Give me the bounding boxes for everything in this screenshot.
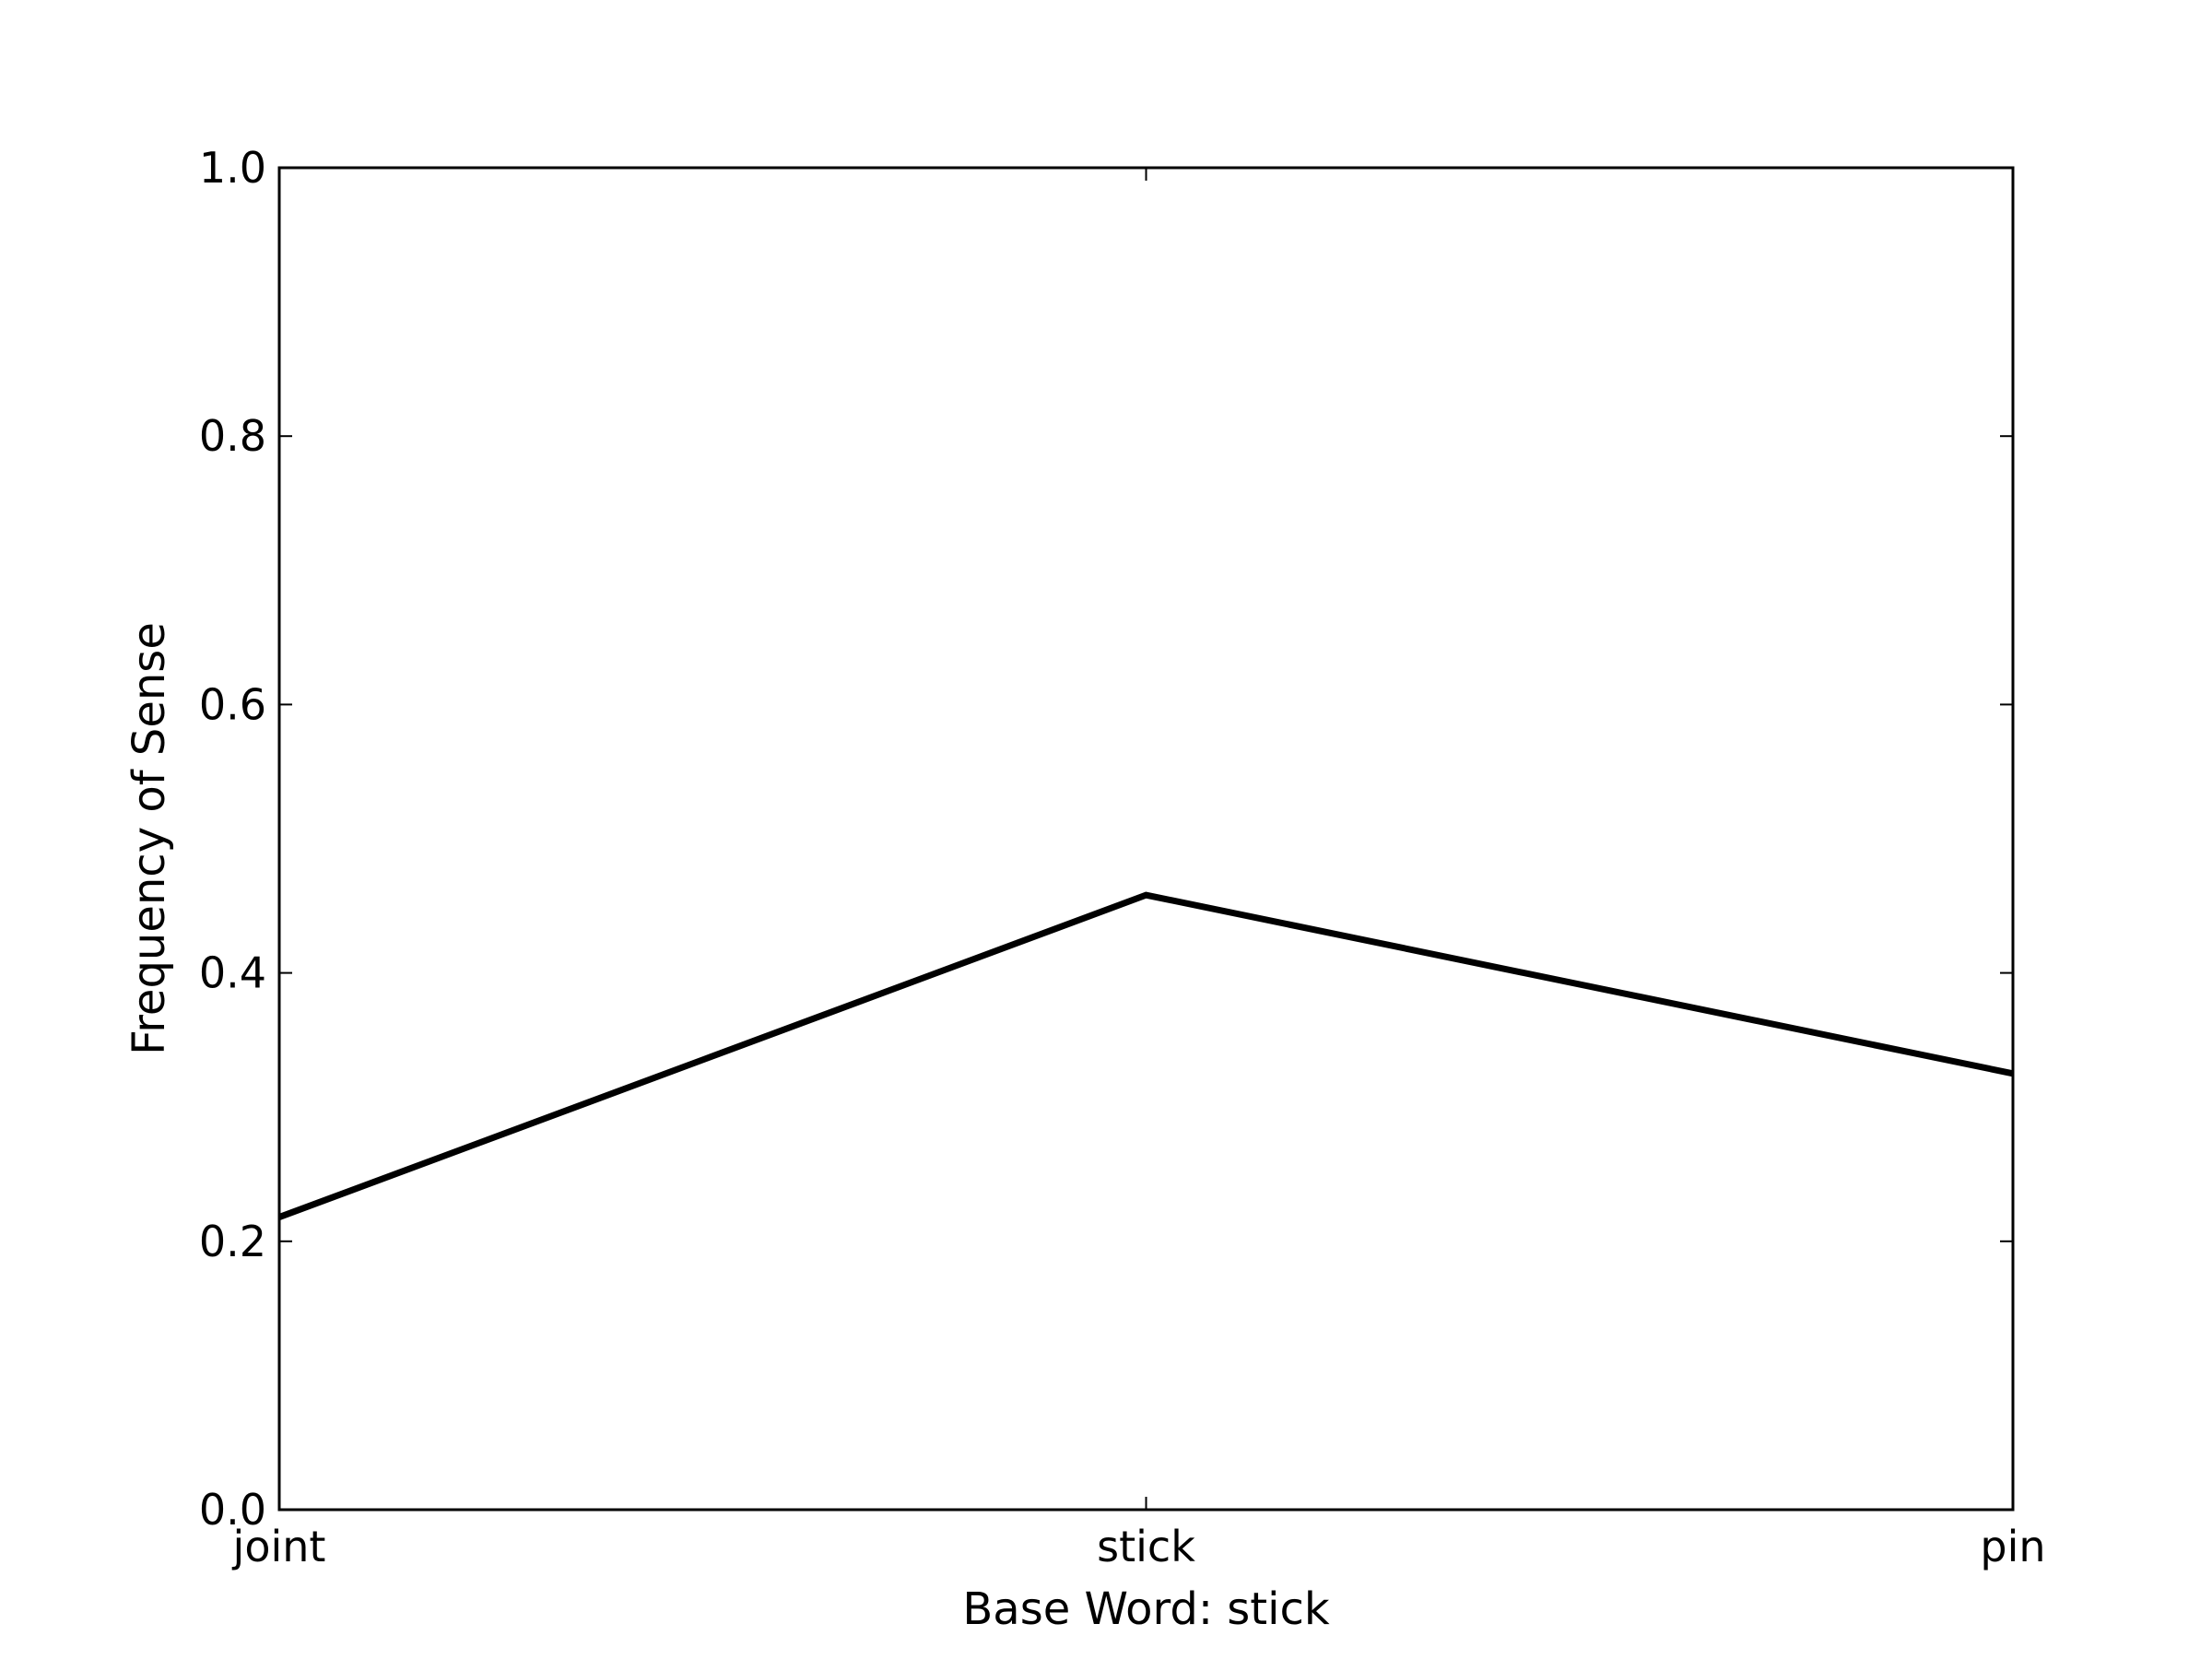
y-tick-label: 1.0 bbox=[199, 143, 266, 193]
x-tick-label-stick: stick bbox=[1097, 1522, 1195, 1571]
y-tick-label: 0.4 bbox=[199, 948, 266, 998]
y-tick-label: 0.0 bbox=[199, 1485, 266, 1535]
y-tick-label: 0.6 bbox=[199, 679, 266, 729]
y-tick-label: 0.8 bbox=[199, 411, 266, 461]
y-tick-label: 0.2 bbox=[199, 1217, 266, 1266]
plot-frame bbox=[277, 166, 2015, 1512]
x-tick-label-joint: joint bbox=[232, 1522, 326, 1571]
x-axis-label: Base Word: stick bbox=[962, 1583, 1330, 1635]
y-axis-label: Frequency of Sense bbox=[124, 622, 175, 1055]
x-tick-label-pin: pin bbox=[1980, 1522, 2045, 1571]
labels-layer: 0.0 0.2 0.4 0.6 0.8 1.0 joint stick pin bbox=[199, 143, 2046, 1571]
data-point-stick bbox=[1146, 894, 1147, 896]
